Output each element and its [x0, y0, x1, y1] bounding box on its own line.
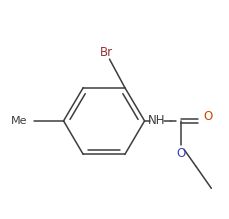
Text: NH: NH	[148, 114, 165, 127]
Text: O: O	[203, 110, 212, 123]
Text: O: O	[175, 147, 185, 160]
Text: Me: Me	[10, 116, 27, 126]
Text: Br: Br	[99, 46, 112, 59]
